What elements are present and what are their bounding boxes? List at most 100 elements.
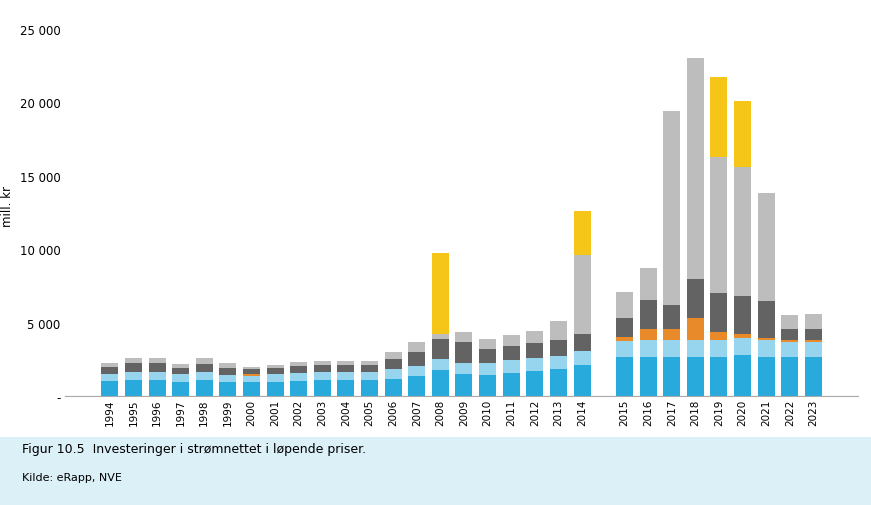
Bar xyxy=(639,300,657,329)
Bar xyxy=(432,339,449,360)
Bar xyxy=(781,330,799,341)
Bar xyxy=(267,366,284,368)
Bar xyxy=(616,292,633,318)
Bar xyxy=(456,333,472,342)
Bar xyxy=(526,331,544,343)
Bar xyxy=(314,372,331,380)
Bar xyxy=(734,335,751,338)
Bar xyxy=(361,372,378,380)
Bar xyxy=(526,372,544,396)
Bar xyxy=(687,59,704,279)
Bar xyxy=(456,374,472,396)
Bar xyxy=(639,329,657,340)
Bar xyxy=(573,366,591,396)
Bar xyxy=(687,318,704,340)
Bar xyxy=(149,364,165,372)
Bar xyxy=(758,194,774,301)
Bar xyxy=(479,364,496,375)
Bar xyxy=(639,357,657,396)
Bar xyxy=(663,340,680,357)
Bar xyxy=(361,365,378,372)
Text: Figur 10.5  Investeringer i strømnettet i løpende priser.: Figur 10.5 Investeringer i strømnettet i… xyxy=(22,442,366,455)
Bar xyxy=(663,357,680,396)
Bar xyxy=(526,343,544,359)
Bar xyxy=(639,340,657,357)
Bar xyxy=(663,112,680,306)
Bar xyxy=(781,316,799,330)
Bar xyxy=(314,361,331,365)
Bar xyxy=(550,341,567,356)
Bar xyxy=(149,358,165,364)
Bar xyxy=(734,356,751,396)
Bar xyxy=(125,372,142,380)
Bar xyxy=(290,381,307,396)
Bar xyxy=(408,366,425,376)
Bar xyxy=(805,342,822,357)
Bar xyxy=(734,297,751,335)
Bar xyxy=(758,338,774,341)
Bar xyxy=(758,341,774,357)
Bar xyxy=(125,358,142,364)
Bar xyxy=(479,349,496,364)
Bar xyxy=(432,360,449,371)
Bar xyxy=(432,254,449,334)
Bar xyxy=(432,334,449,339)
Bar xyxy=(337,365,354,372)
Bar xyxy=(408,376,425,396)
Text: Kilde: eRapp, NVE: Kilde: eRapp, NVE xyxy=(22,472,122,482)
Bar xyxy=(503,335,520,346)
Bar xyxy=(573,335,591,351)
Bar xyxy=(243,376,260,382)
Bar xyxy=(687,340,704,357)
Bar xyxy=(267,375,284,382)
Bar xyxy=(432,371,449,396)
Bar xyxy=(101,374,118,381)
Bar xyxy=(639,268,657,300)
Bar xyxy=(101,381,118,396)
Bar xyxy=(385,352,402,360)
Bar xyxy=(219,364,236,368)
Bar xyxy=(781,341,799,342)
Bar xyxy=(125,380,142,396)
Bar xyxy=(711,77,727,158)
Bar xyxy=(758,357,774,396)
Bar xyxy=(734,338,751,356)
Bar xyxy=(196,373,213,380)
Bar xyxy=(385,369,402,379)
Bar xyxy=(243,369,260,374)
Bar xyxy=(125,364,142,372)
Bar xyxy=(337,372,354,380)
Bar xyxy=(361,380,378,396)
Bar xyxy=(711,357,727,396)
Bar xyxy=(243,368,260,369)
Bar xyxy=(337,380,354,396)
Bar xyxy=(456,342,472,364)
Bar xyxy=(550,356,567,369)
Bar xyxy=(219,382,236,396)
Bar xyxy=(805,329,822,340)
Bar xyxy=(219,375,236,382)
Bar xyxy=(616,357,633,396)
Bar xyxy=(290,366,307,373)
Bar xyxy=(573,256,591,335)
Bar xyxy=(758,301,774,338)
Bar xyxy=(196,364,213,373)
Bar xyxy=(172,375,189,382)
Bar xyxy=(503,361,520,373)
Legend: D-nett høyspent nett, D-nett lavspent nett, AMS, Regionalnett, Sentralnett, Utla: D-nett høyspent nett, D-nett lavspent ne… xyxy=(175,495,748,505)
Bar xyxy=(479,340,496,349)
Bar xyxy=(687,357,704,396)
Bar xyxy=(290,373,307,381)
Bar xyxy=(172,382,189,396)
Bar xyxy=(550,321,567,341)
Bar xyxy=(573,351,591,366)
Bar xyxy=(314,365,331,372)
Bar xyxy=(711,340,727,357)
Bar xyxy=(385,360,402,369)
Bar xyxy=(408,352,425,366)
Bar xyxy=(616,341,633,357)
Bar xyxy=(711,293,727,332)
Bar xyxy=(172,365,189,369)
Bar xyxy=(805,314,822,329)
Bar xyxy=(479,375,496,396)
